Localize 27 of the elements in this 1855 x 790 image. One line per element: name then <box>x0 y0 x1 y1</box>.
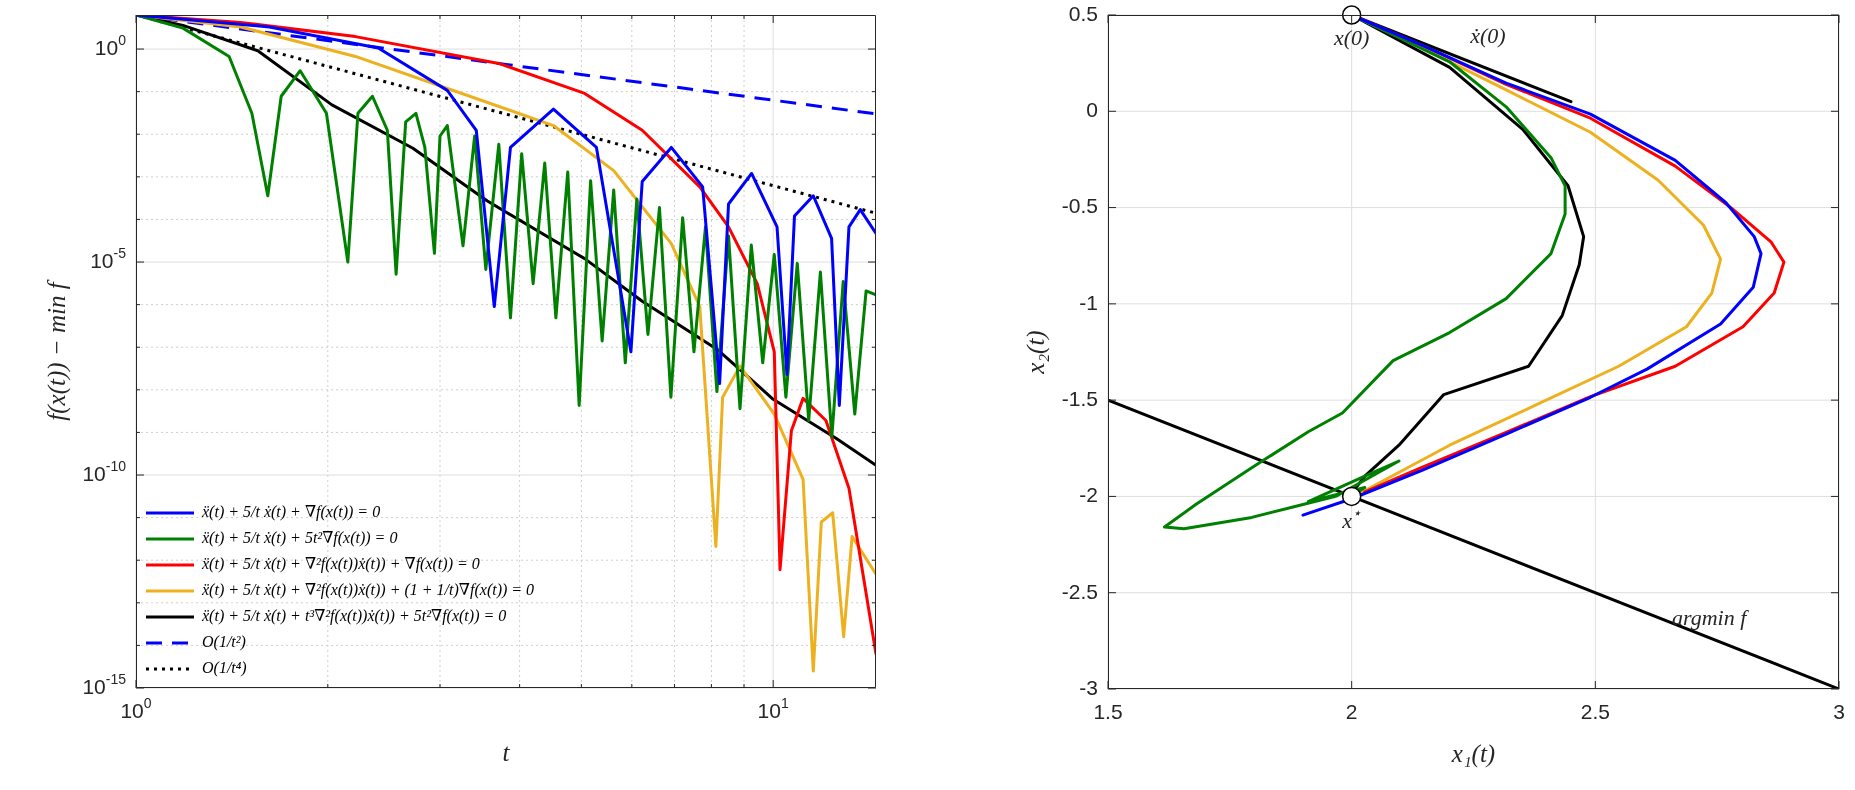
y-tick-label: 0 <box>1086 98 1099 122</box>
x-axis-title: x₁(t) <box>1450 739 1496 768</box>
x-tick-label: 2.5 <box>1580 699 1610 723</box>
annotation: ẋ(0) <box>1469 22 1506 48</box>
x-tick-label: 2 <box>1345 699 1358 723</box>
annotation: argmin f <box>1671 604 1750 630</box>
y-tick-label: -2 <box>1079 483 1099 507</box>
legend-label: O(1/t⁴) <box>202 659 247 678</box>
y-tick-label: -1 <box>1079 290 1099 314</box>
y-tick-label: -0.5 <box>1061 194 1098 218</box>
x-tick-label: 3 <box>1833 699 1845 723</box>
legend-label: ẍ(t) + 5/t ẋ(t) + ∇f(x(t)) = 0 <box>201 503 381 522</box>
y-axis-title: x₂(t) <box>1022 330 1051 375</box>
legend-label: ẍ(t) + 5/t ẋ(t) + 5t²∇f(x(t)) = 0 <box>201 529 398 548</box>
y-tick-label: -1.5 <box>1061 386 1098 410</box>
y-tick-label: -3 <box>1079 675 1099 699</box>
y-axis-title: f(x(t)) − min f <box>42 279 71 421</box>
legend-label: ẍ(t) + 5/t ẋ(t) + ∇²f(x(t))ẋ(t)) + (1 + 1/t)∇f(x(t)) = 0 <box>201 581 535 600</box>
legend-label: O(1/t²) <box>202 633 246 652</box>
annotation: x(0) <box>1332 24 1370 50</box>
x-tick-label: 1.5 <box>1093 699 1123 723</box>
legend-label: ẍ(t) + 5/t ẋ(t) + t³∇²f(x(t))ẋ(t)) + 5t²∇f(x(t)) = 0 <box>201 607 507 626</box>
y-tick-label: -2.5 <box>1061 579 1098 603</box>
legend-label: ẍ(t) + 5/t ẋ(t) + ∇²f(x(t))ẋ(t)) + ∇f(x(t)) = 0 <box>201 555 480 574</box>
y-tick-label: 0.5 <box>1068 1 1099 25</box>
x-axis-title: t <box>502 738 511 766</box>
annotation: x⋆ <box>1341 505 1362 534</box>
